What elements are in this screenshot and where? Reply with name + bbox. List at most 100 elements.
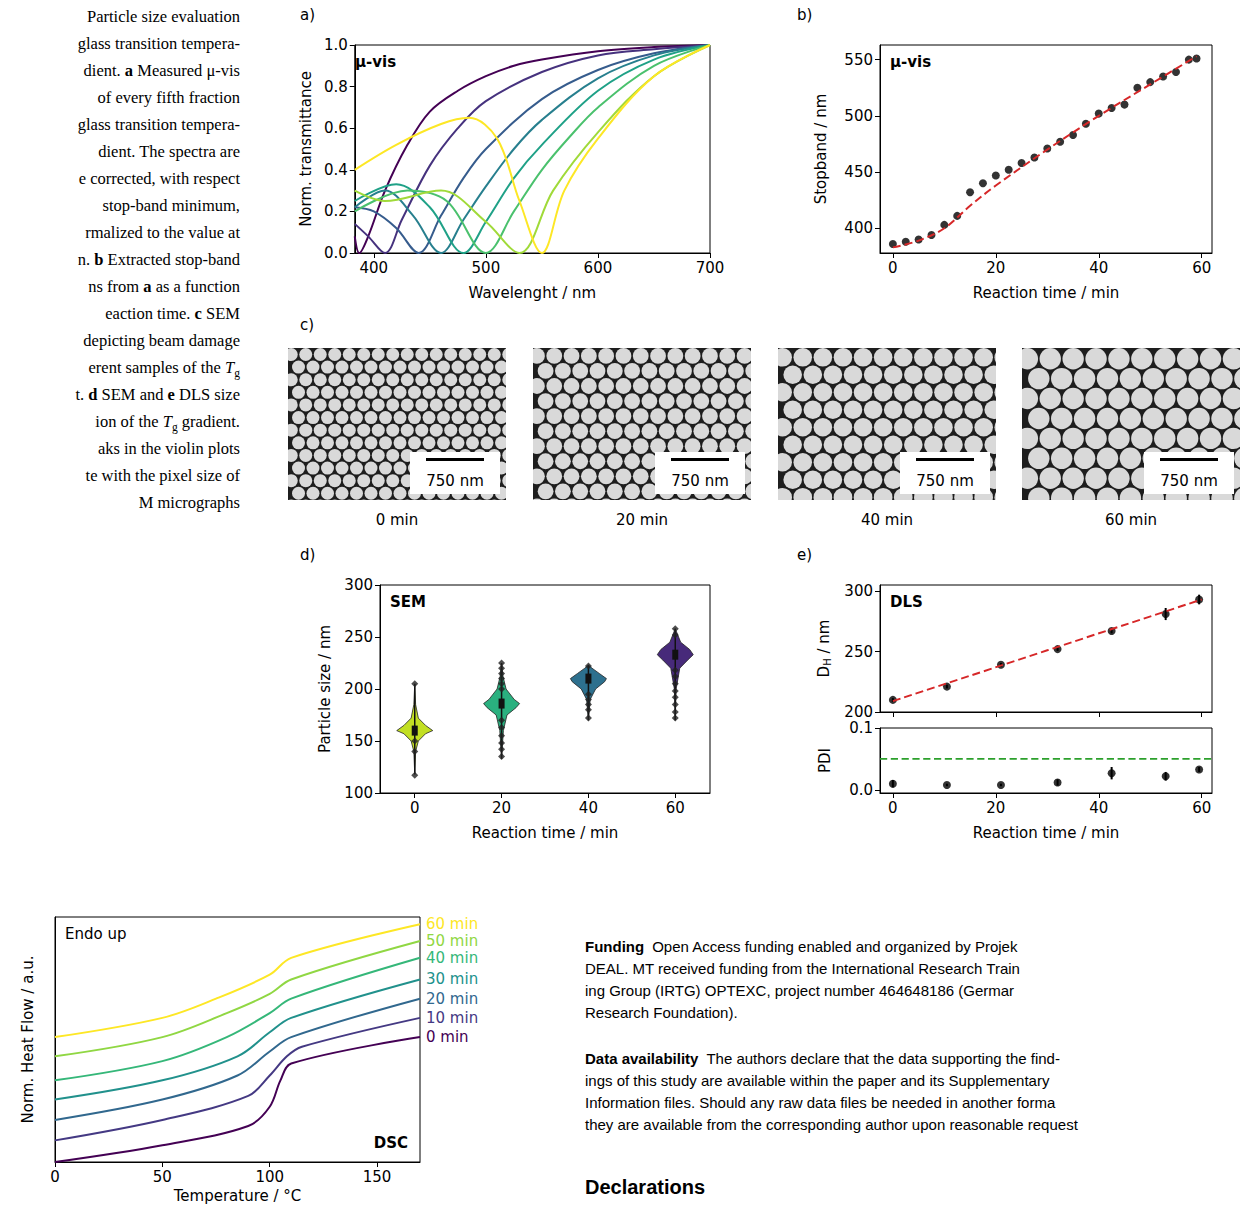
- svg-text:40: 40: [1089, 799, 1108, 817]
- svg-text:DSC: DSC: [374, 1134, 408, 1152]
- svg-text:Reaction time / min: Reaction time / min: [973, 824, 1120, 842]
- html-text:te with the pixel size of: te with the pixel size of: [85, 466, 240, 485]
- svg-text:700: 700: [696, 259, 725, 277]
- svg-text:0.1: 0.1: [849, 720, 873, 737]
- html-text:aks in the violin plots: aks in the violin plots: [97, 439, 240, 458]
- html-text:Funding: Funding: [585, 938, 645, 955]
- svg-text:/ nm: / nm: [815, 620, 833, 659]
- svg-text:750 nm: 750 nm: [1160, 472, 1218, 490]
- html-text:dient. a Measured μ-vis: dient. a Measured μ-vis: [83, 61, 240, 80]
- svg-text:Temperature / °C: Temperature / °C: [173, 1187, 302, 1205]
- html-text:20 min: 20 min: [615, 511, 669, 529]
- html-text:e corrected, with respect: e corrected, with respect: [78, 169, 240, 188]
- html-text:ion of the Tggradient.: ion of the Tggradient.: [95, 412, 240, 434]
- svg-text:0.6: 0.6: [324, 119, 348, 137]
- html-text:Open Access funding enabled an: Open Access funding enabled and organize…: [652, 938, 1018, 955]
- html-text:glass transition tempera-: glass transition tempera-: [77, 34, 240, 53]
- svg-text:0.0: 0.0: [849, 781, 873, 799]
- html-text:of every fifth fraction: of every fifth fraction: [97, 88, 240, 107]
- svg-text:0.4: 0.4: [324, 161, 348, 179]
- html-text:Research Foundation).: Research Foundation).: [585, 1004, 738, 1021]
- html-text:Declarations: Declarations: [585, 1176, 706, 1198]
- html-text:Data availability: Data availability: [585, 1050, 699, 1067]
- svg-text:0: 0: [888, 259, 898, 277]
- svg-text:DLS: DLS: [890, 593, 923, 611]
- html-text:Particle size evaluation: Particle size evaluation: [87, 7, 240, 26]
- svg-text:40: 40: [1089, 259, 1108, 277]
- svg-text:100: 100: [344, 784, 373, 802]
- svg-text:μ-vis: μ-vis: [890, 53, 931, 71]
- svg-text:20: 20: [986, 259, 1005, 277]
- svg-text:0 min: 0 min: [426, 1028, 469, 1046]
- svg-text:PDI: PDI: [816, 748, 834, 773]
- html-text:rmalized to the value at: rmalized to the value at: [85, 223, 240, 242]
- svg-text:60 min: 60 min: [426, 915, 478, 933]
- html-text:DEAL. MT received funding from: DEAL. MT received funding from the Inter…: [585, 960, 1020, 977]
- svg-text:20 min: 20 min: [426, 990, 478, 1008]
- svg-text:Stopband / nm: Stopband / nm: [812, 94, 830, 205]
- svg-text:200: 200: [844, 703, 873, 720]
- svg-text:60: 60: [1192, 259, 1211, 277]
- svg-text:20: 20: [492, 799, 511, 817]
- svg-text:50: 50: [153, 1168, 172, 1186]
- svg-text:300: 300: [344, 576, 373, 594]
- html-text:60 min: 60 min: [1104, 511, 1158, 529]
- svg-text:400: 400: [359, 259, 388, 277]
- svg-text:750 nm: 750 nm: [426, 472, 484, 490]
- html-text:0 min: 0 min: [375, 511, 419, 529]
- svg-text:Particle size / nm: Particle size / nm: [316, 625, 334, 753]
- svg-text:Wavelenght / nm: Wavelenght / nm: [469, 284, 597, 302]
- html-text:eaction time. c SEM: eaction time. c SEM: [105, 304, 240, 323]
- svg-text:150: 150: [363, 1168, 392, 1186]
- html-text:erent samples of the Tg: erent samples of the Tg: [88, 358, 240, 380]
- svg-text:Norm. Heat Flow / a.u.: Norm. Heat Flow / a.u.: [19, 956, 37, 1124]
- html-text:n. b Extracted stop-band: n. b Extracted stop-band: [77, 250, 240, 269]
- svg-text:250: 250: [344, 628, 373, 646]
- html-text:depicting beam damage: depicting beam damage: [83, 331, 240, 350]
- svg-text:500: 500: [472, 259, 501, 277]
- svg-text:500: 500: [844, 107, 873, 125]
- svg-text:0: 0: [888, 799, 898, 817]
- svg-text:30 min: 30 min: [426, 970, 478, 988]
- svg-text:40 min: 40 min: [426, 949, 478, 967]
- svg-text:550: 550: [844, 51, 873, 69]
- svg-text:600: 600: [584, 259, 613, 277]
- svg-text:1.0: 1.0: [324, 36, 348, 54]
- html-text:ns from a as a function: ns from a as a function: [88, 277, 240, 296]
- html-text:t. d SEM and e DLS size: t. d SEM and e DLS size: [75, 385, 240, 404]
- html-text:40 min: 40 min: [860, 511, 914, 529]
- svg-text:400: 400: [844, 219, 873, 237]
- svg-text:μ-vis: μ-vis: [355, 53, 396, 71]
- svg-text:10 min: 10 min: [426, 1009, 478, 1027]
- svg-text:0: 0: [410, 799, 420, 817]
- svg-text:0.0: 0.0: [324, 244, 348, 262]
- svg-text:50 min: 50 min: [426, 932, 478, 950]
- svg-text:0.2: 0.2: [324, 202, 348, 220]
- svg-text:Endo up: Endo up: [65, 925, 126, 943]
- svg-text:Reaction time / min: Reaction time / min: [973, 284, 1120, 302]
- svg-text:60: 60: [666, 799, 685, 817]
- svg-text:200: 200: [344, 680, 373, 698]
- svg-text:D: D: [815, 666, 833, 678]
- svg-text:Norm. transmittance: Norm. transmittance: [297, 71, 315, 227]
- svg-text:250: 250: [844, 643, 873, 661]
- svg-text:300: 300: [844, 582, 873, 600]
- svg-text:0.8: 0.8: [324, 78, 348, 96]
- svg-text:40: 40: [579, 799, 598, 817]
- html-text:stop-band minimum,: stop-band minimum,: [102, 196, 240, 215]
- svg-text:20: 20: [986, 799, 1005, 817]
- html-text:dient. The spectra are: dient. The spectra are: [98, 142, 240, 161]
- svg-text:60: 60: [1192, 799, 1211, 817]
- html-text:ing Group (IRTG) OPTEXC, proje: ing Group (IRTG) OPTEXC, project number …: [585, 982, 1015, 999]
- svg-text:750 nm: 750 nm: [671, 472, 729, 490]
- svg-text:H: H: [822, 658, 833, 666]
- html-text:glass transition tempera-: glass transition tempera-: [77, 115, 240, 134]
- html-text:M micrographs: M micrographs: [138, 493, 240, 512]
- svg-text:750 nm: 750 nm: [916, 472, 974, 490]
- svg-text:150: 150: [344, 732, 373, 750]
- svg-text:100: 100: [255, 1168, 284, 1186]
- svg-text:Reaction time / min: Reaction time / min: [472, 824, 619, 842]
- svg-text:SEM: SEM: [390, 593, 426, 611]
- svg-text:450: 450: [844, 163, 873, 181]
- svg-text:0: 0: [50, 1168, 60, 1186]
